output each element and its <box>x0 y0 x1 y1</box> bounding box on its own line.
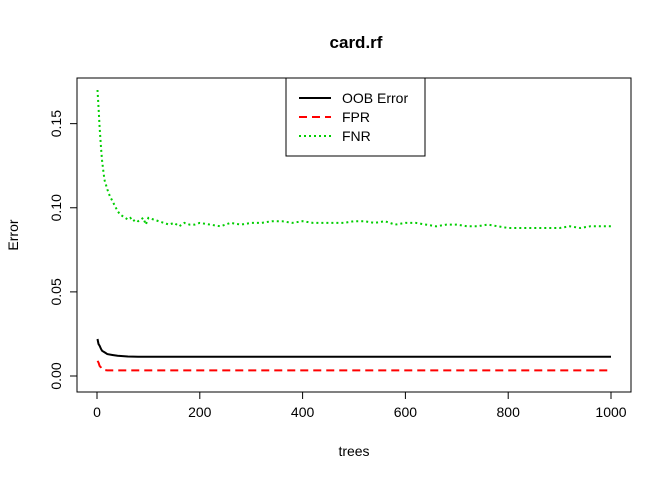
x-tick-label: 0 <box>93 404 101 420</box>
legend-box <box>285 77 426 157</box>
x-tick-label: 200 <box>188 404 212 420</box>
y-axis-label: Error <box>5 219 21 250</box>
legend: OOB Error FPR FNR <box>285 77 426 157</box>
x-tick-label: 800 <box>497 404 521 420</box>
legend-label: FPR <box>342 109 370 125</box>
legend-label: OOB Error <box>342 90 408 106</box>
series-line-oob-error <box>96 338 611 358</box>
x-tick-label: 1000 <box>595 404 626 420</box>
series-layer <box>96 89 611 372</box>
x-tick-label: 600 <box>394 404 418 420</box>
chart-title: card.rf <box>330 33 383 52</box>
x-axis-label: trees <box>338 443 369 459</box>
x-tick-label: 400 <box>291 404 315 420</box>
y-tick-label: 0.05 <box>48 278 64 305</box>
series-line-fnr <box>96 89 611 230</box>
y-tick-label: 0.00 <box>48 362 64 389</box>
y-tick-label: 0.15 <box>48 110 64 137</box>
x-axis: 0 200 400 600 800 1000 <box>93 391 627 420</box>
y-tick-label: 0.10 <box>48 194 64 221</box>
legend-label: FNR <box>342 128 371 144</box>
y-axis: 0.00 0.05 0.10 0.15 <box>48 110 78 390</box>
series-line-fpr <box>96 360 611 372</box>
